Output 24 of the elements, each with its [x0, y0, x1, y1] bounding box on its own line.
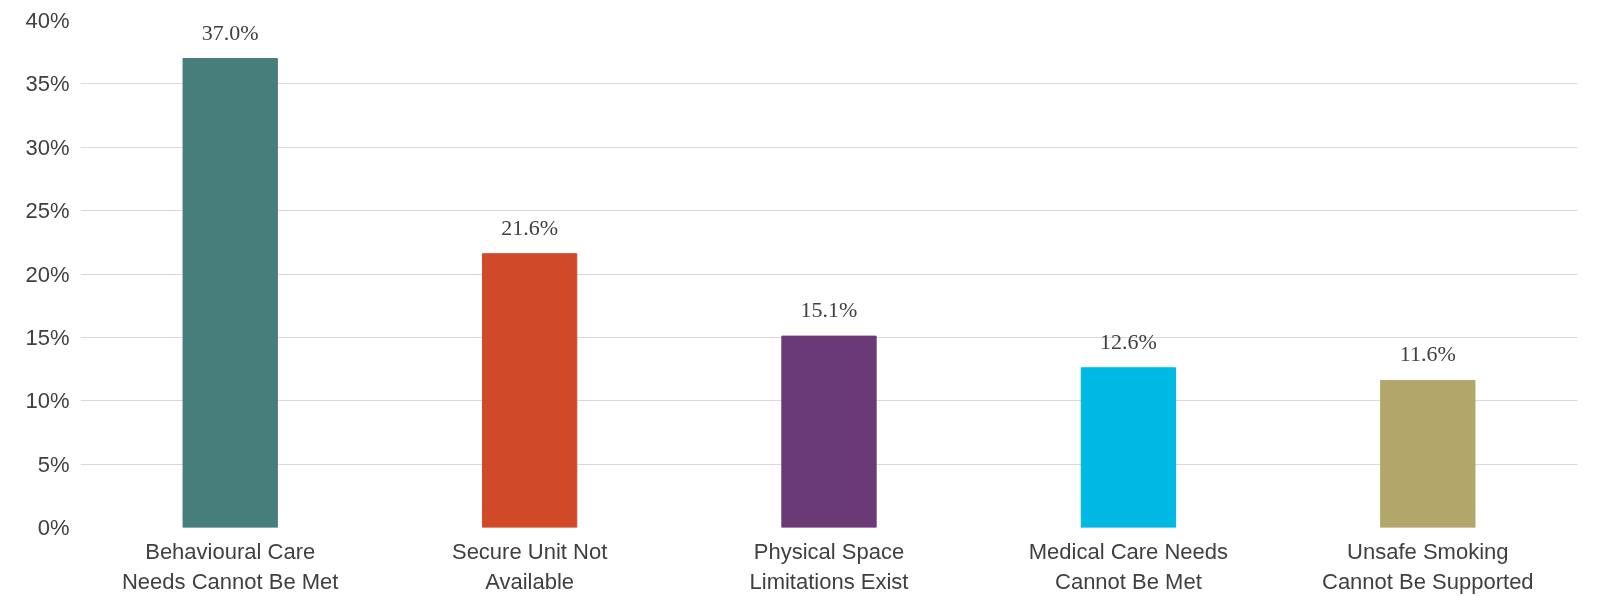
x-tick-label: Unsafe Smoking Cannot Be Supported [1322, 538, 1534, 594]
bar [1380, 379, 1476, 528]
y-tick-label: 40% [25, 8, 70, 33]
data-label: 11.6% [1399, 341, 1456, 367]
x-tick-label: Medical Care Needs Cannot Be Met [1028, 538, 1229, 594]
y-tick-label: 0% [37, 515, 70, 540]
bar [182, 58, 278, 528]
y-tick-label: 5% [37, 451, 70, 477]
data-label: 21.6% [501, 214, 559, 240]
bar [481, 253, 578, 528]
data-label: 15.1% [800, 297, 858, 323]
x-tick-label: Physical Space Limitations Exist [749, 538, 909, 594]
y-tick-label: 15% [25, 324, 70, 350]
x-tick-label: Secure Unit Not Available [451, 538, 608, 594]
bar [781, 335, 877, 528]
data-label: 12.6% [1099, 328, 1157, 354]
y-tick-label: 25% [25, 198, 70, 224]
y-tick-label: 30% [25, 134, 70, 160]
bar [1080, 367, 1177, 528]
x-tick-label: Behavioural Care Needs Cannot Be Met [121, 538, 339, 594]
y-tick-label: 20% [25, 261, 70, 287]
data-label: 37.0% [201, 19, 259, 45]
y-tick-label: 10% [25, 388, 70, 414]
y-tick-label: 35% [25, 71, 70, 97]
